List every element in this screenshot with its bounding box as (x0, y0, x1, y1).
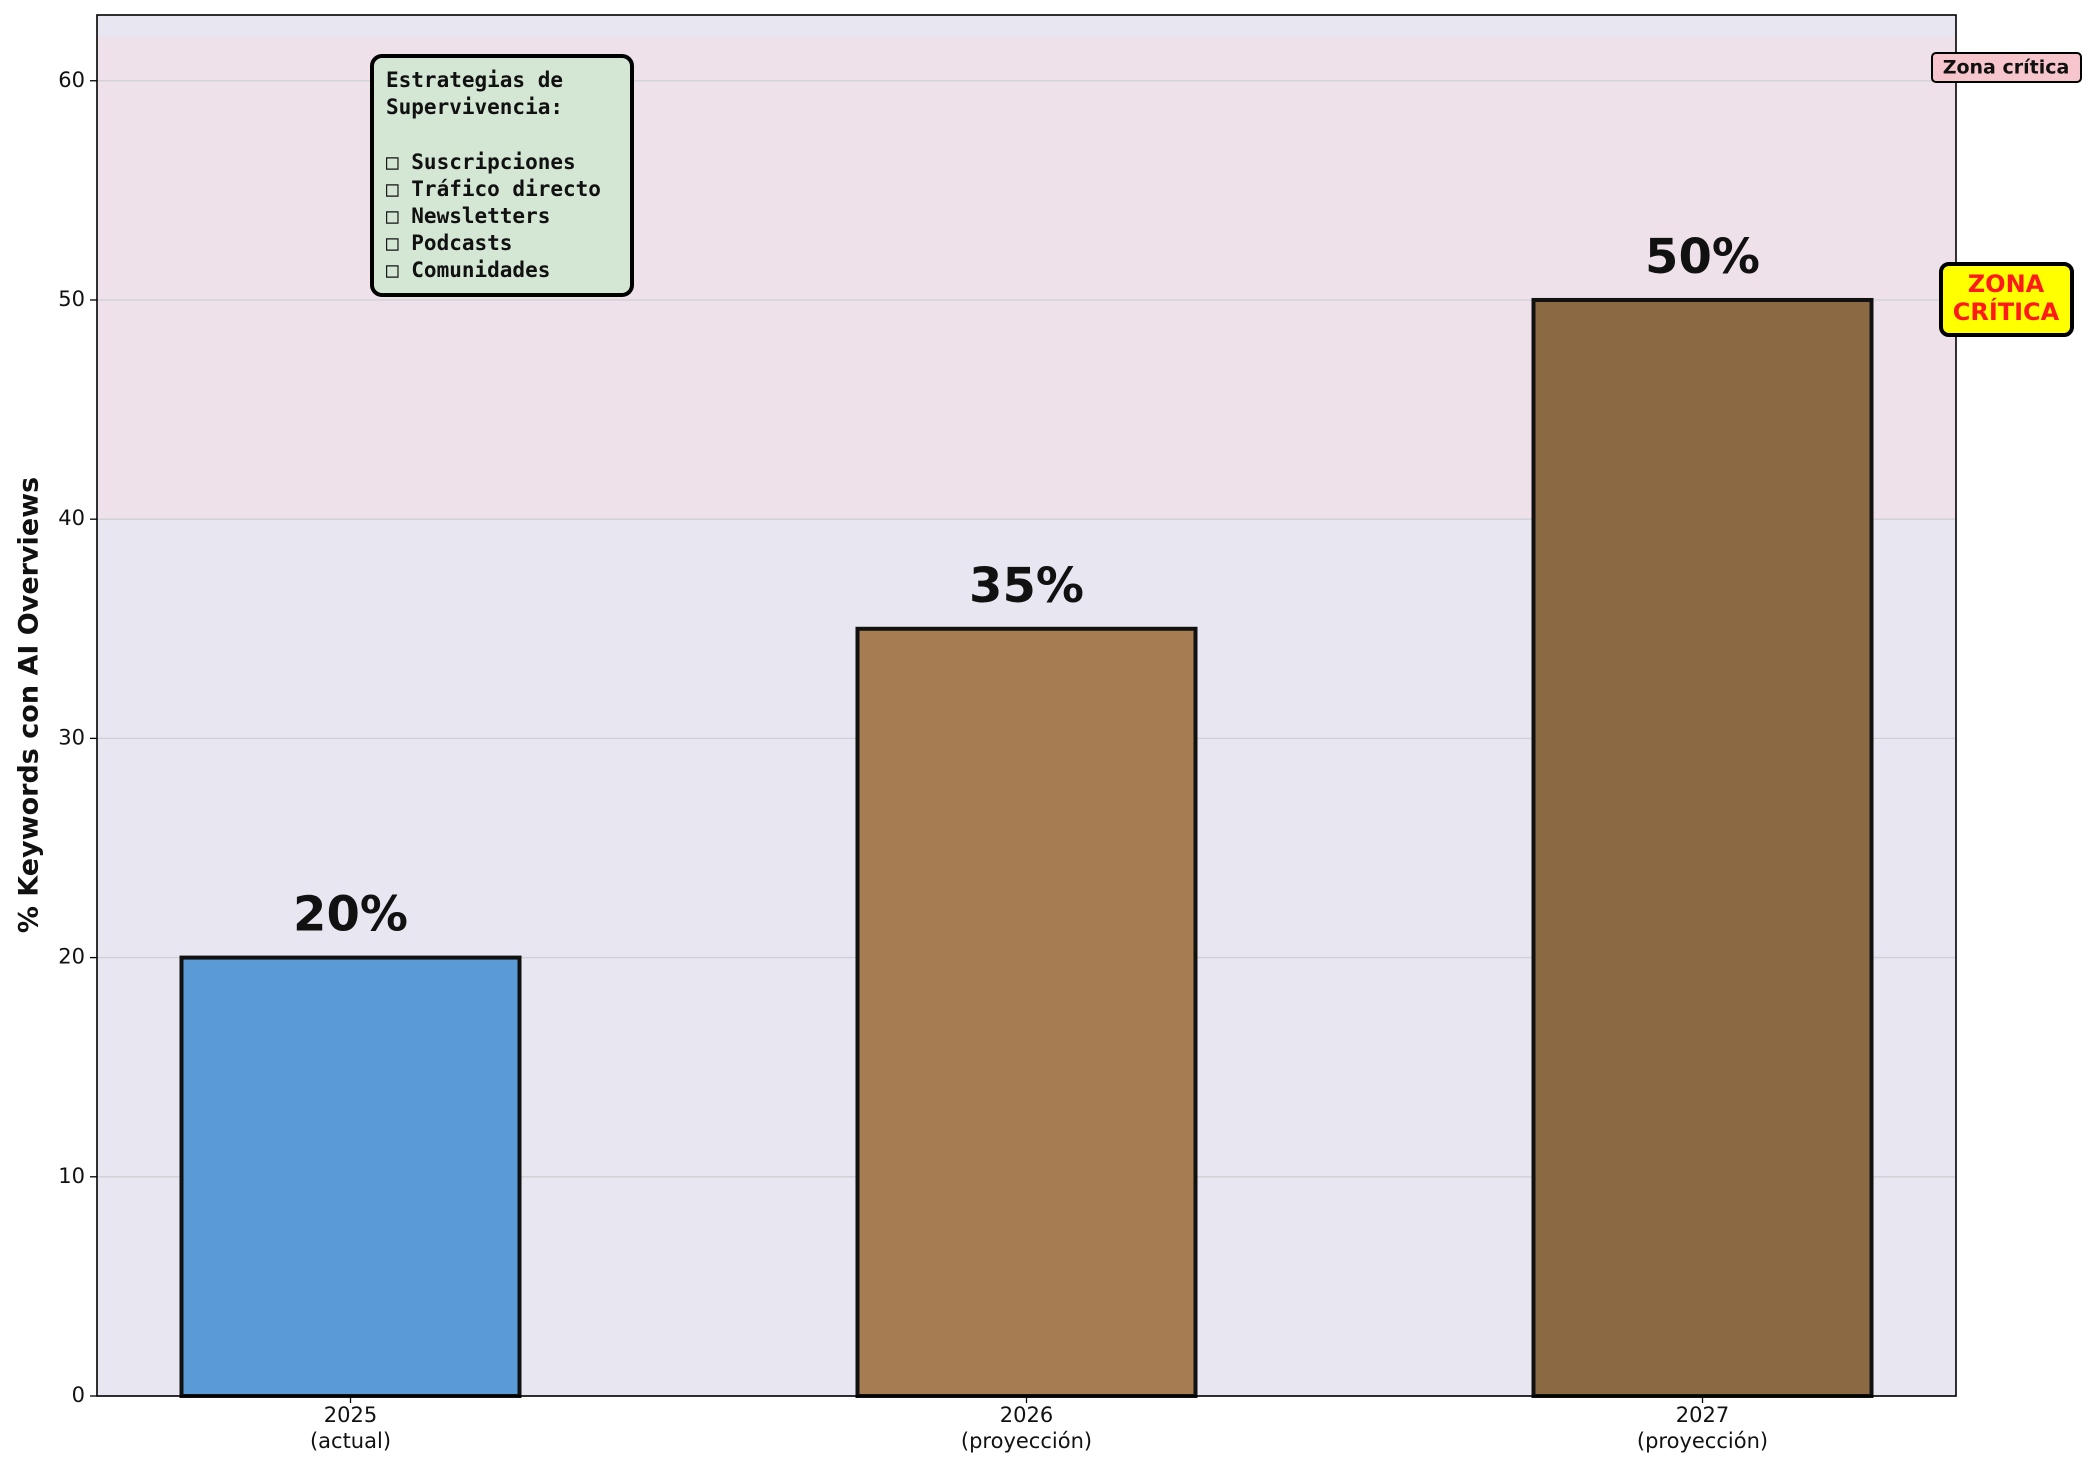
strategy-item: □ Podcasts (386, 231, 512, 255)
strategy-item: □ Suscripciones (386, 150, 576, 174)
y-tick-label: 10 (58, 1164, 85, 1188)
bar (855, 626, 1198, 1398)
strategy-title: Estrategias de Supervivencia: (386, 68, 563, 119)
zone-label-bg (1931, 52, 2082, 83)
zone-badge-bg (1939, 262, 2074, 337)
y-tick-label: 30 (58, 725, 85, 749)
x-tick-label: 2025 (actual) (310, 1403, 391, 1453)
bar (1531, 297, 1874, 1398)
strategy-box: Estrategias de Supervivencia: □ Suscripcio… (370, 54, 634, 297)
zone-badge: ZONA CRÍTICA (1953, 270, 2060, 326)
value-label: 50% (1645, 229, 1760, 285)
x-tick-label: 2026 (proyección) (961, 1403, 1092, 1453)
strategy-box-bg (370, 54, 634, 297)
bar (179, 955, 522, 1398)
strategy-item: □ Comunidades (386, 258, 550, 282)
y-tick-label: 50 (58, 287, 85, 311)
y-tick-label: 40 (58, 506, 85, 530)
x-tick-label: 2027 (proyección) (1637, 1403, 1768, 1453)
plot-frame (96, 14, 1957, 1397)
y-tick-label: 0 (72, 1383, 85, 1407)
strategy-item: □ Newsletters (386, 204, 550, 228)
value-label: 35% (969, 558, 1084, 614)
y-axis-label: % Keywords con AI Overviews (14, 477, 45, 933)
y-tick-label: 20 (58, 945, 85, 969)
zone-label: Zona crítica (1943, 57, 2070, 79)
strategy-item: □ Tráfico directo (386, 177, 601, 201)
value-label: 20% (293, 887, 408, 943)
y-tick-label: 60 (58, 68, 85, 92)
